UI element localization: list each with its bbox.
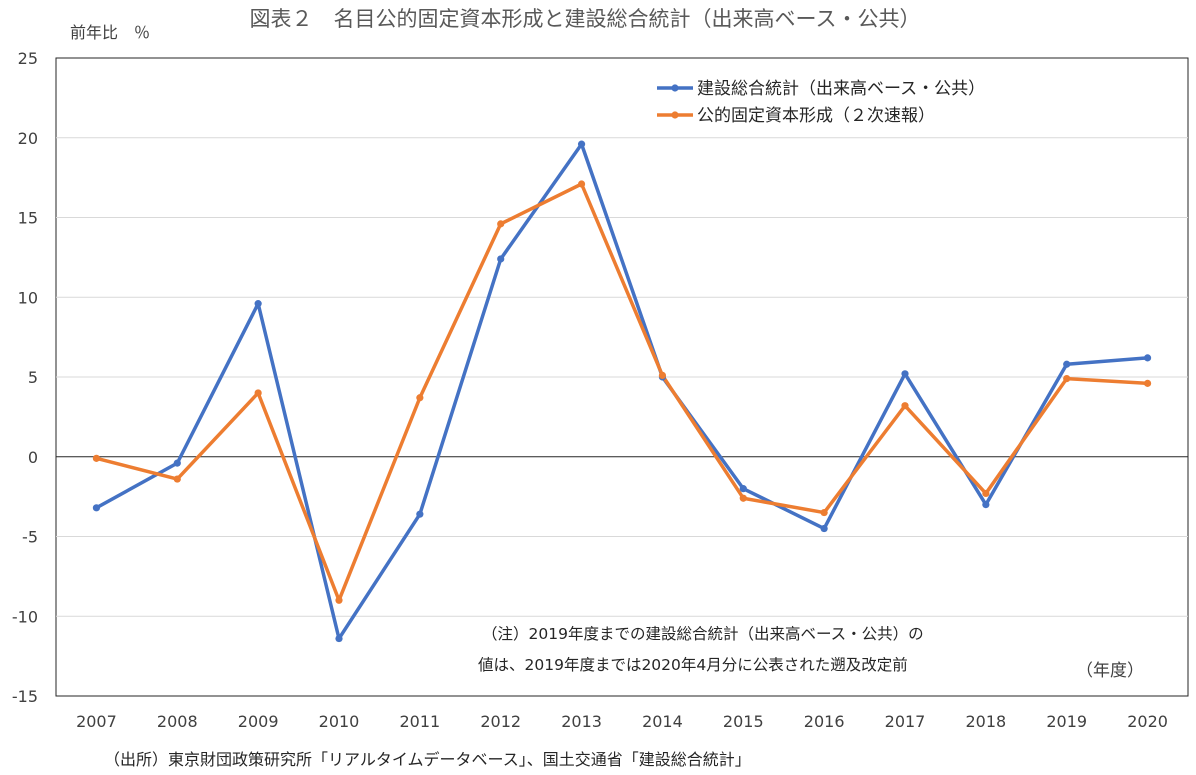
x-tick-label: 2020 [1127,712,1168,731]
legend-label: 公的固定資本形成（２次速報） [697,106,935,126]
data-point-0 [416,510,424,518]
data-point-1 [901,402,909,410]
y-tick-label: -10 [12,607,38,626]
data-point-0 [982,501,990,509]
data-point-0 [173,459,181,467]
y-axis-ticks: -15 -10 -5 0 5 10 15 20 25 [12,49,38,706]
data-point-1 [739,494,747,502]
data-point-0 [577,140,586,148]
y-axis-unit-label: 前年比 ％ [70,23,150,42]
y-tick-label: 0 [28,448,38,467]
legend-swatch-marker [671,84,679,92]
data-point-0 [901,370,909,378]
y-tick-label: 5 [28,368,38,387]
x-tick-label: 2014 [642,712,683,731]
data-point-0 [497,255,505,263]
data-point-1 [173,475,181,483]
y-tick-label: 20 [18,129,38,148]
x-axis-unit-label: （年度） [1076,661,1144,681]
data-point-1 [1143,379,1152,387]
y-tick-label: 15 [18,209,38,228]
x-axis-ticks: 2007 2008 2009 2010 2011 2012 2013 2014 2015 2016… [76,712,1168,731]
data-point-1 [254,389,262,397]
data-point-0 [254,300,262,308]
y-tick-label: 10 [18,288,38,307]
y-tick-label: -15 [12,687,38,706]
data-point-0 [739,485,747,493]
data-point-1 [92,454,101,462]
note-line-2: 値は、2019年度までは2020年4月分に公表された遡及改定前 [478,656,908,674]
x-tick-label: 2011 [399,712,440,731]
data-point-0 [92,504,101,512]
legend-swatch-marker [671,111,679,119]
x-tick-label: 2013 [561,712,602,731]
y-tick-label: -5 [22,528,38,547]
data-point-1 [982,489,990,498]
note-line-1: （注）2019年度までの建設総合統計（出来高ベース・公共）の [482,625,924,643]
legend: 建設総合統計（出来高ベース・公共） 公的固定資本形成（２次速報） [657,79,985,126]
x-tick-label: 2016 [804,712,845,731]
gridlines [56,137,1188,617]
data-point-1 [335,596,343,604]
data-point-1 [658,371,667,380]
data-point-1 [416,394,424,402]
chart-title: 図表２ 名目公的固定資本形成と建設総合統計（出来高ベース・公共） [250,7,921,31]
data-point-0 [820,524,828,533]
x-tick-label: 2008 [157,712,198,731]
data-point-1 [820,508,828,517]
x-tick-label: 2010 [319,712,360,731]
data-point-1 [497,220,505,228]
x-tick-label: 2019 [1046,712,1087,731]
series-group [92,140,1152,643]
x-tick-label: 2017 [885,712,926,731]
y-tick-label: 25 [18,49,38,68]
data-point-0 [1143,354,1152,362]
data-point-1 [1063,374,1071,383]
x-tick-label: 2007 [76,712,117,731]
series-line-0 [94,142,1150,641]
x-tick-label: 2018 [965,712,1006,731]
data-point-0 [1063,360,1071,368]
legend-label: 建設総合統計（出来高ベース・公共） [697,79,985,99]
x-tick-label: 2012 [480,712,521,731]
x-tick-label: 2009 [238,712,279,731]
data-point-1 [577,180,586,188]
source-note: （出所）東京財団政策研究所「リアルタイムデータベース」、国土交通省「建設総合統計… [104,750,751,769]
series-line-1 [94,182,1150,603]
x-tick-label: 2015 [723,712,764,731]
data-point-0 [335,634,343,643]
